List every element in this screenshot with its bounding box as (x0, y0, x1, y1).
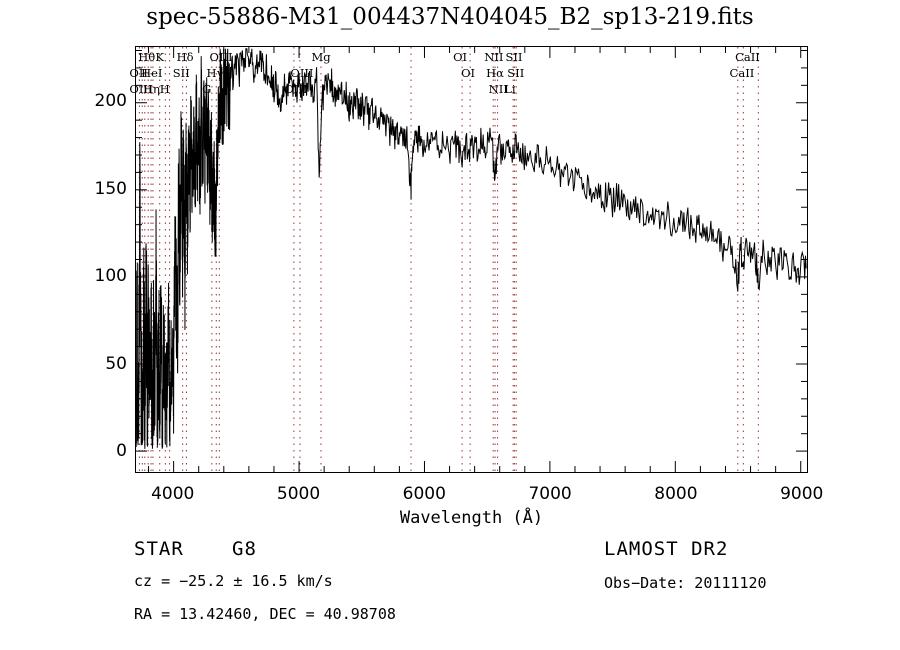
x-tick-label-6000: 6000 (402, 484, 446, 504)
x-tick-label-5000: 5000 (276, 484, 321, 504)
spectral-line-label: NII (488, 82, 508, 96)
spectral-line-label: Hθ (138, 50, 156, 64)
spectral-line-label: Mg (311, 50, 331, 64)
spectral-line-label: OIII (284, 82, 308, 96)
footer-obsdate: Obs−Date: 20111120 (604, 574, 767, 592)
spectral-line-label: Li (504, 82, 516, 96)
spectral-line-label: OIII (129, 82, 153, 96)
axis-ticks-group (136, 47, 807, 472)
spectrum-trace (136, 49, 806, 449)
y-tick-label-100: 100 (94, 266, 127, 286)
x-tick-label-8000: 8000 (654, 484, 698, 504)
spectral-line-label: CaII (735, 50, 760, 64)
spectrum-plot-frame (135, 46, 808, 473)
x-tick-label-7000: 7000 (528, 484, 572, 504)
footer-spectral-class: G8 (232, 538, 257, 560)
spectral-line-label: Hδ (176, 50, 194, 64)
x-tick-label-4000: 4000 (151, 484, 195, 504)
marker-lines-group (139, 47, 758, 472)
spectral-line-label: G (202, 82, 212, 96)
x-axis-label: Wavelength (Å) (399, 508, 544, 528)
y-tick-label-150: 150 (94, 178, 127, 199)
footer-cz: cz = −25.2 ± 16.5 km/s (134, 572, 333, 590)
spectral-line-label: H (159, 82, 170, 96)
footer-coords: RA = 13.42460, DEC = 40.98708 (134, 605, 396, 623)
spectral-line-label: OIII (290, 66, 314, 80)
spectral-line-label: OII (129, 66, 148, 80)
footer-object-type: STAR (134, 538, 184, 560)
spectral-line-label: SII (505, 50, 523, 64)
spectrum-canvas (136, 47, 807, 472)
spectral-line-label: CaII (729, 66, 755, 80)
spectral-line-label: OI (461, 66, 476, 80)
spectral-line-label: OIII (209, 50, 233, 64)
spectral-line-label: SII (507, 66, 525, 80)
page-title: spec-55886-M31_004437N404045_B2_sp13-219… (146, 4, 754, 30)
spectral-line-label: Hη (142, 82, 160, 96)
spectral-line-label: Hα (486, 66, 504, 80)
spectral-line-label: K (155, 50, 165, 64)
footer-survey: LAMOST DR2 (604, 538, 729, 560)
y-tick-label-50: 50 (105, 353, 127, 374)
y-tick-label-0: 0 (116, 441, 127, 461)
spectral-line-label: NII (484, 50, 504, 64)
spectral-line-label: OI (453, 50, 468, 64)
spectral-line-label: HeI (141, 66, 163, 80)
spectral-line-label: Hγ (206, 66, 224, 80)
x-tick-label-9000: 9000 (780, 484, 824, 504)
y-tick-label-200: 200 (94, 91, 127, 111)
spectral-line-label: SII (172, 66, 190, 80)
